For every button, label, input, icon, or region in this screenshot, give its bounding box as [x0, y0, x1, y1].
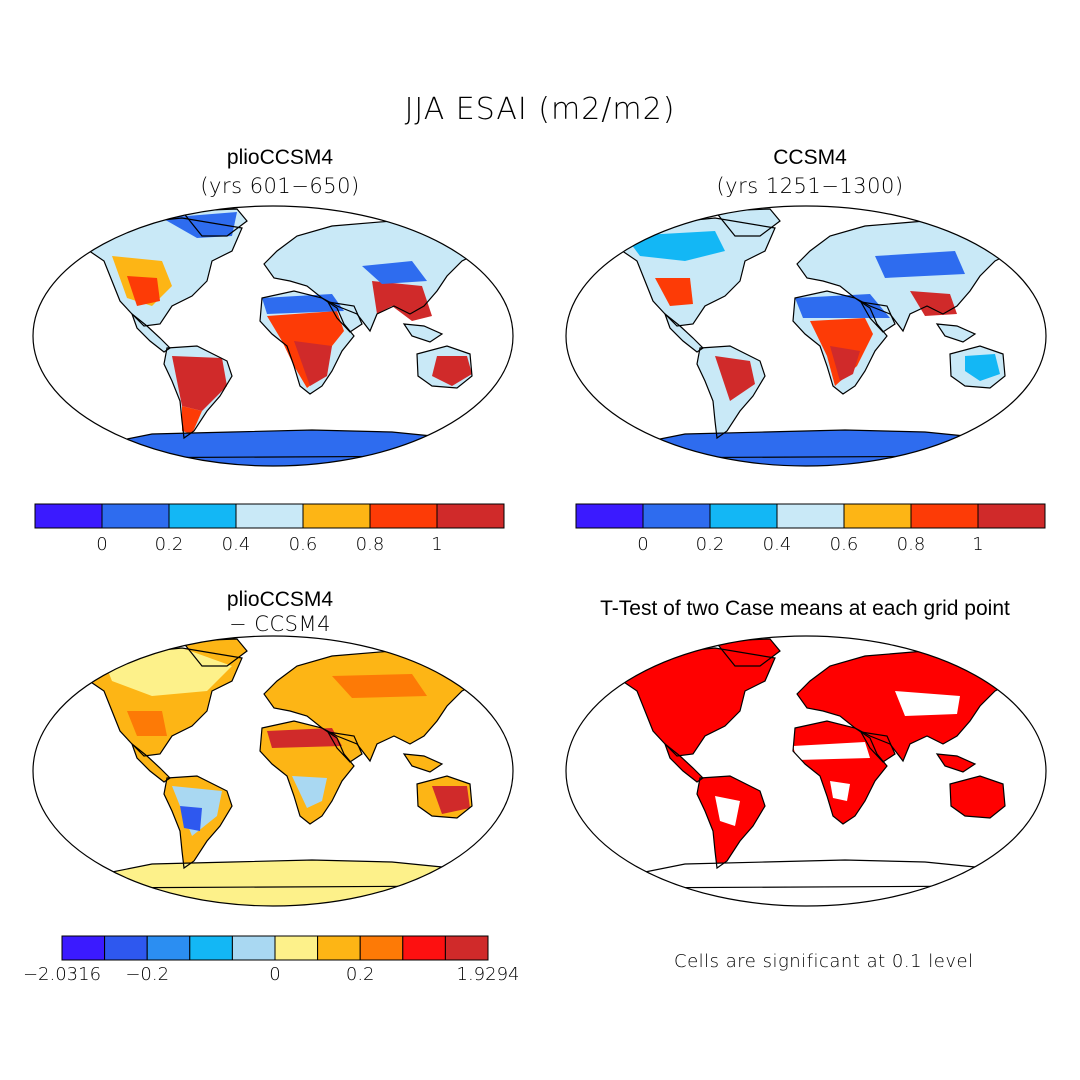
colorbar-tick-label: 0.2 [154, 534, 184, 555]
panel-subtitle-ccsm4: (yrs 1251−1300) [716, 174, 904, 198]
map-ccsm4 [565, 205, 1047, 467]
colorbar-tick-label: 0.6 [288, 534, 318, 555]
colorbar-tick-label: 0.2 [695, 534, 725, 555]
colorbar-difference [61, 935, 489, 961]
colorbar-tick-label: 0.2 [345, 964, 375, 985]
colorbar-swatch [235, 503, 304, 529]
colorbar-swatch [104, 935, 148, 961]
colorbar-tick-label: 0 [96, 534, 108, 555]
map-frame [32, 205, 514, 467]
figure-title: JJA ESAI (m2/m2) [404, 92, 676, 127]
colorbar-swatch [402, 935, 446, 961]
colorbar-tick-label: 1.9294 [456, 964, 520, 985]
colorbar-swatch [436, 503, 505, 529]
colorbar-swatch [274, 935, 319, 961]
colorbar-swatch [709, 503, 778, 529]
map-ttest [565, 635, 1047, 907]
colorbar-swatch [61, 935, 106, 961]
colorbar-swatch [359, 935, 404, 961]
colorbar-swatch [575, 503, 644, 529]
map-frame [565, 205, 1047, 467]
colorbar-swatch [302, 503, 371, 529]
colorbar-tick-label: 0.8 [896, 534, 926, 555]
colorbar-swatch [168, 503, 237, 529]
panel-subtitle-difference: − CCSM4 [229, 612, 331, 636]
colorbar-swatch [317, 935, 361, 961]
colorbar-swatch [776, 503, 845, 529]
panel-title-difference: plioCCSM4 [226, 588, 334, 611]
colorbar-swatch [369, 503, 438, 529]
colorbar-tick-label: 0 [637, 534, 649, 555]
colorbar-ccsm4 [575, 503, 1046, 529]
panel-subtitle-plioccsm4: (yrs 601−650) [200, 174, 360, 198]
colorbar-swatch [444, 935, 489, 961]
colorbar-tick-label: 0.6 [829, 534, 859, 555]
colorbar-tick-label: 0.4 [221, 534, 251, 555]
panel-title-ttest: T-Test of two Case means at each grid po… [600, 597, 1010, 620]
colorbar-tick-label: 0.4 [762, 534, 792, 555]
colorbar-tick-label: −0.2 [125, 964, 170, 985]
significance-note: Cells are significant at 0.1 level [674, 951, 974, 972]
map-plioccsm4 [32, 205, 514, 467]
colorbar-swatch [189, 935, 233, 961]
colorbar-swatch [977, 503, 1046, 529]
colorbar-swatch [843, 503, 912, 529]
map-difference [32, 635, 514, 907]
colorbar-swatch [146, 935, 191, 961]
colorbar-swatch [642, 503, 711, 529]
colorbar-swatch [231, 935, 276, 961]
colorbar-tick-label: 0 [269, 964, 281, 985]
map-frame [565, 635, 1047, 907]
colorbar-swatch [101, 503, 170, 529]
map-frame [32, 635, 514, 907]
colorbar-tick-label: 0.8 [355, 534, 385, 555]
colorbar-tick-label: 1 [431, 534, 443, 555]
colorbar-plioccsm4 [34, 503, 505, 529]
panel-title-ccsm4: CCSM4 [773, 146, 847, 169]
colorbar-swatch [34, 503, 103, 529]
panel-title-plioccsm4: plioCCSM4 [226, 146, 334, 169]
colorbar-tick-label: −2.0316 [22, 964, 102, 985]
colorbar-tick-label: 1 [972, 534, 984, 555]
colorbar-swatch [910, 503, 979, 529]
